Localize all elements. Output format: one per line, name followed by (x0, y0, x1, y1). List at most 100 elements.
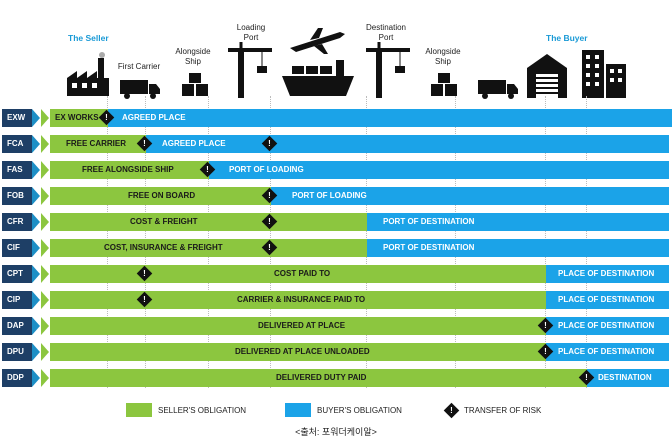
legend-seller-swatch (126, 403, 152, 417)
seller-obligation-bar: EX WORKS (50, 109, 113, 127)
term-code: DAP (2, 317, 32, 335)
chevron-icon (32, 317, 40, 335)
chevron-icon (32, 265, 40, 283)
chevron-icon (32, 135, 40, 153)
chevron-icon (41, 109, 49, 127)
truck-icon (120, 80, 160, 99)
term-code: EXW (2, 109, 32, 127)
row-fca: FCA FREE CARRIER AGREED PLACE ! ! (0, 135, 672, 153)
buyer-obligation-bar: PLACE OF DESTINATION (546, 265, 669, 283)
buyer-obligation-bar: AGREED PLACE (108, 109, 672, 127)
legend-seller-label: SELLER'S OBLIGATION (158, 406, 247, 415)
crane-icon-2 (366, 42, 410, 98)
chevron-icon (32, 109, 40, 127)
legend-risk-icon: ! (443, 402, 460, 419)
chevron-icon (41, 135, 49, 153)
term-code: CIP (2, 291, 32, 309)
alongside-ship-label-2: Alongside Ship (425, 47, 461, 66)
row-dap: DAP DELIVERED AT PLACE PLACE OF DESTINAT… (0, 317, 672, 335)
row-ddp: DDP DELIVERED DUTY PAID DESTINATION ! (0, 369, 672, 387)
row-cfr: CFR COST & FREIGHT PORT OF DESTINATION ! (0, 213, 672, 231)
seller-obligation-bar: FREE CARRIER (50, 135, 146, 153)
risk-symbol: ! (544, 321, 547, 330)
row-fob: FOB FREE ON BOARD PORT OF LOADING ! (0, 187, 672, 205)
buyer-obligation-bar: PORT OF DESTINATION (367, 213, 669, 231)
term-code: FOB (2, 187, 32, 205)
chevron-icon (41, 161, 49, 179)
legend-buyer-swatch (285, 403, 311, 417)
boxes-icon (182, 73, 208, 96)
buyer-obligation-bar: PLACE OF DESTINATION (546, 317, 669, 335)
buyer-obligation-bar: AGREED PLACE (146, 135, 669, 153)
chevron-icon (41, 239, 49, 257)
risk-symbol: ! (143, 269, 146, 278)
seller-obligation-bar: COST & FREIGHT (50, 213, 367, 231)
row-fas: FAS FREE ALONGSIDE SHIP PORT OF LOADING … (0, 161, 672, 179)
term-code: DDP (2, 369, 32, 387)
row-cip: CIP CARRIER & INSURANCE PAID TO PLACE OF… (0, 291, 672, 309)
source-caption: <출처: 포워더케이알> (295, 427, 377, 437)
term-code: CFR (2, 213, 32, 231)
row-exw: EXW EX WORKS AGREED PLACE ! (0, 109, 672, 127)
row-cif: CIF COST, INSURANCE & FREIGHT PORT OF DE… (0, 239, 672, 257)
buyer-obligation-bar: PORT OF LOADING (271, 187, 669, 205)
risk-transfer-icon: ! (136, 291, 153, 308)
alongside-ship-label: Alongside Ship (175, 47, 211, 66)
risk-transfer-icon: ! (136, 135, 153, 152)
crane-icon (228, 42, 272, 98)
seller-obligation-bar: COST PAID TO (50, 265, 546, 283)
row-cpt: CPT COST PAID TO PLACE OF DESTINATION ! (0, 265, 672, 283)
risk-transfer-icon: ! (199, 161, 216, 178)
first-carrier-label: First Carrier (117, 62, 161, 71)
chevron-icon (32, 161, 40, 179)
risk-symbol: ! (268, 217, 271, 226)
risk-symbol: ! (143, 139, 146, 148)
risk-symbol: ! (544, 347, 547, 356)
factory-icon (67, 52, 109, 96)
term-code: FCA (2, 135, 32, 153)
seller-label: The Seller (68, 33, 109, 43)
risk-transfer-icon: ! (261, 135, 278, 152)
risk-symbol: ! (105, 113, 108, 122)
buyer-obligation-bar: PORT OF DESTINATION (367, 239, 669, 257)
risk-symbol: ! (143, 295, 146, 304)
chevron-icon (32, 369, 40, 387)
chevron-icon (32, 187, 40, 205)
risk-transfer-icon: ! (98, 109, 115, 126)
legend-buyer-label: BUYER'S OBLIGATION (317, 406, 402, 415)
seller-obligation-bar: FREE ON BOARD (50, 187, 271, 205)
seller-obligation-bar: DELIVERED AT PLACE UNLOADED (50, 343, 546, 361)
buyer-obligation-bar: PORT OF LOADING (209, 161, 669, 179)
buyer-obligation-bar: DESTINATION (587, 369, 669, 387)
risk-transfer-icon: ! (537, 317, 554, 334)
risk-transfer-icon: ! (136, 265, 153, 282)
chevron-icon (41, 317, 49, 335)
risk-transfer-icon: ! (537, 343, 554, 360)
term-code: CPT (2, 265, 32, 283)
risk-transfer-icon: ! (261, 187, 278, 204)
chevron-icon (32, 213, 40, 231)
seller-obligation-bar: COST, INSURANCE & FREIGHT (50, 239, 367, 257)
chevron-icon (32, 239, 40, 257)
term-code: FAS (2, 161, 32, 179)
chevron-icon (41, 265, 49, 283)
chevron-icon (41, 213, 49, 231)
seller-obligation-bar: DELIVERED DUTY PAID (50, 369, 587, 387)
cargo-ship-icon (282, 60, 354, 96)
chevron-icon (41, 187, 49, 205)
risk-symbol: ! (268, 243, 271, 252)
buyer-obligation-bar: PLACE OF DESTINATION (546, 343, 669, 361)
truck-icon-2 (478, 80, 518, 99)
chevron-icon (41, 369, 49, 387)
chevron-icon (32, 291, 40, 309)
risk-symbol: ! (585, 373, 588, 382)
buildings-icon (582, 50, 626, 98)
row-dpu: DPU DELIVERED AT PLACE UNLOADED PLACE OF… (0, 343, 672, 361)
risk-transfer-icon: ! (261, 213, 278, 230)
risk-symbol: ! (268, 139, 271, 148)
seller-obligation-bar: CARRIER & INSURANCE PAID TO (50, 291, 546, 309)
airplane-icon (290, 28, 345, 54)
warehouse-icon (527, 54, 567, 98)
chevron-icon (41, 343, 49, 361)
chevron-icon (32, 343, 40, 361)
